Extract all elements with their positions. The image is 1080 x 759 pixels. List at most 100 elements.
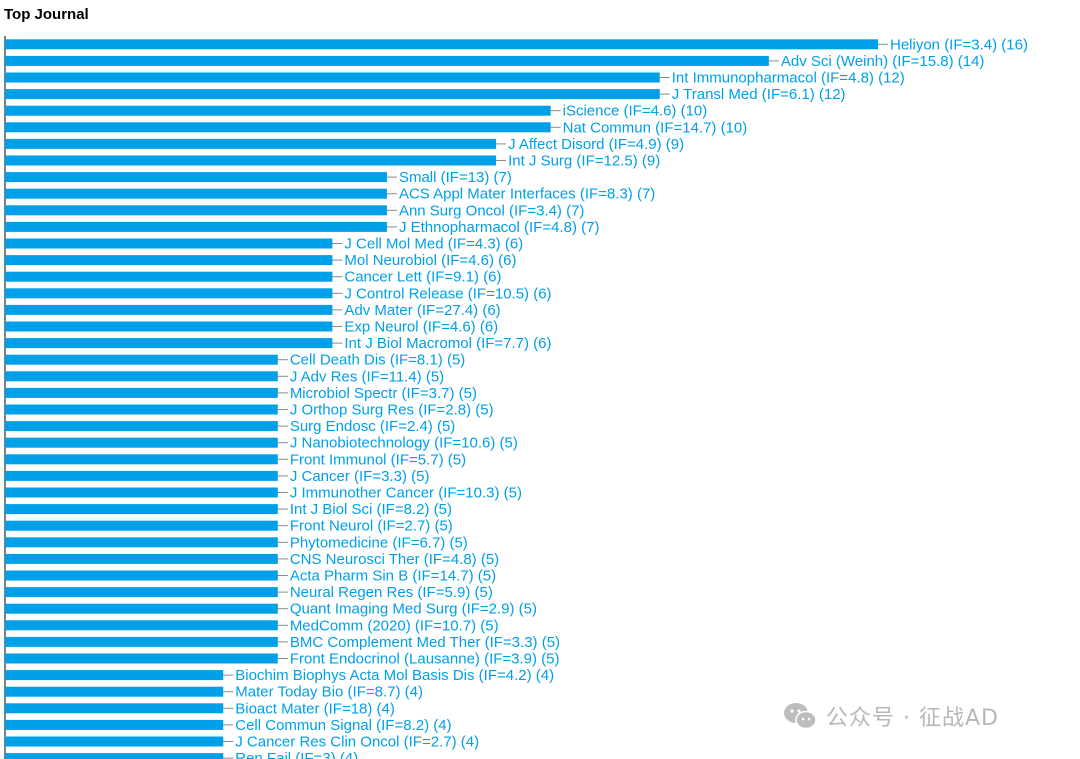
- bar-label: Int J Surg (IF=12.5) (9): [508, 153, 660, 170]
- bar-group: J Adv Res (IF=11.4) (5): [5, 368, 444, 385]
- bar: [5, 636, 278, 647]
- bar-label: iScience (IF=4.6) (10): [563, 103, 708, 120]
- bar-label: Quant Imaging Med Surg (IF=2.9) (5): [290, 601, 537, 618]
- bar-label: Adv Sci (Weinh) (IF=15.8) (14): [781, 53, 985, 70]
- bar-group: Acta Pharm Sin B (IF=14.7) (5): [5, 568, 496, 585]
- bar-group: Phytomedicine (IF=6.7) (5): [5, 534, 468, 551]
- bar-label: MedComm (2020) (IF=10.7) (5): [290, 617, 499, 634]
- bar: [5, 288, 333, 299]
- bar-group: J Transl Med (IF=6.1) (12): [5, 86, 846, 103]
- watermark: 公众号 · 征战AD: [782, 700, 999, 732]
- bar: [5, 603, 278, 614]
- bar-group: J Immunother Cancer (IF=10.3) (5): [5, 485, 522, 502]
- bar: [5, 338, 333, 349]
- bar-group: Adv Mater (IF=27.4) (6): [5, 302, 501, 319]
- bar-label: J Cancer Res Clin Oncol (IF=2.7) (4): [235, 734, 479, 751]
- bar: [5, 138, 497, 149]
- bar: [5, 172, 387, 183]
- bar: [5, 620, 278, 631]
- bar-label: CNS Neurosci Ther (IF=4.8) (5): [290, 551, 499, 568]
- bar: [5, 271, 333, 282]
- bar-label: Bioact Mater (IF=18) (4): [235, 700, 395, 717]
- bar-label: Front Immunol (IF=5.7) (5): [290, 451, 466, 468]
- bar: [5, 155, 497, 166]
- bar: [5, 205, 387, 216]
- bar: [5, 421, 278, 432]
- bar-label: Int Immunopharmacol (IF=4.8) (12): [672, 70, 905, 87]
- bar-group: Int J Biol Macromol (IF=7.7) (6): [5, 335, 552, 352]
- bar-group: iScience (IF=4.6) (10): [5, 103, 707, 120]
- bar-label: Acta Pharm Sin B (IF=14.7) (5): [290, 568, 496, 585]
- bar: [5, 504, 278, 515]
- bar-group: Neural Regen Res (IF=5.9) (5): [5, 584, 493, 601]
- bar: [5, 686, 224, 697]
- bar: [5, 454, 278, 465]
- bar-group: J Nanobiotechnology (IF=10.6) (5): [5, 435, 518, 452]
- bar-group: Heliyon (IF=3.4) (16): [5, 36, 1028, 53]
- bar-group: Biochim Biophys Acta Mol Basis Dis (IF=4…: [5, 667, 554, 684]
- bar-group: J Affect Disord (IF=4.9) (9): [5, 136, 684, 153]
- bar-label: J Ethnopharmacol (IF=4.8) (7): [399, 219, 600, 236]
- bar-group: Front Neurol (IF=2.7) (5): [5, 518, 453, 535]
- bar-label: Exp Neurol (IF=4.6) (6): [344, 319, 498, 336]
- bar-group: J Ethnopharmacol (IF=4.8) (7): [5, 219, 599, 236]
- bar-group: J Cancer Res Clin Oncol (IF=2.7) (4): [5, 734, 479, 751]
- bar-label: J Nanobiotechnology (IF=10.6) (5): [290, 435, 518, 452]
- bar: [5, 304, 333, 315]
- bar: [5, 587, 278, 598]
- bar-group: Cancer Lett (IF=9.1) (6): [5, 269, 502, 286]
- bar-group: Front Endocrinol (Lausanne) (IF=3.9) (5): [5, 651, 560, 668]
- bar: [5, 321, 333, 332]
- chart-title: Top Journal: [4, 6, 89, 23]
- bar: [5, 255, 333, 266]
- bar: [5, 437, 278, 448]
- bar-label: Cell Commun Signal (IF=8.2) (4): [235, 717, 451, 734]
- bar: [5, 753, 224, 759]
- bar: [5, 653, 278, 664]
- bar-label: J Control Release (IF=10.5) (6): [344, 285, 551, 302]
- bar-label: Front Endocrinol (Lausanne) (IF=3.9) (5): [290, 651, 560, 668]
- bar: [5, 553, 278, 564]
- bar-group: Cell Commun Signal (IF=8.2) (4): [5, 717, 452, 734]
- bar-label: Mater Today Bio (IF=8.7) (4): [235, 684, 423, 701]
- bar-group: MedComm (2020) (IF=10.7) (5): [5, 617, 499, 634]
- bar-label: Ann Surg Oncol (IF=3.4) (7): [399, 202, 585, 219]
- bar-group: J Control Release (IF=10.5) (6): [5, 285, 552, 302]
- bar-group: Bioact Mater (IF=18) (4): [5, 700, 395, 717]
- bar-group: Int J Biol Sci (IF=8.2) (5): [5, 501, 452, 518]
- bar-label: Biochim Biophys Acta Mol Basis Dis (IF=4…: [235, 667, 554, 684]
- bar-group: Microbiol Spectr (IF=3.7) (5): [5, 385, 477, 402]
- bar-group: Ren Fail (IF=3) (4): [5, 750, 358, 759]
- bar-label: J Affect Disord (IF=4.9) (9): [508, 136, 684, 153]
- bar: [5, 89, 660, 100]
- bar-group: J Cell Mol Med (IF=4.3) (6): [5, 236, 523, 253]
- bar: [5, 387, 278, 398]
- bar-group: Surg Endosc (IF=2.4) (5): [5, 418, 455, 435]
- bar-label: Heliyon (IF=3.4) (16): [890, 36, 1028, 53]
- bar-group: Int J Surg (IF=12.5) (9): [5, 153, 660, 170]
- bar-label: Ren Fail (IF=3) (4): [235, 750, 358, 759]
- bar-label: BMC Complement Med Ther (IF=3.3) (5): [290, 634, 560, 651]
- bar: [5, 371, 278, 382]
- bar-label: Phytomedicine (IF=6.7) (5): [290, 534, 468, 551]
- bar: [5, 221, 387, 232]
- bar-label: J Cancer (IF=3.3) (5): [290, 468, 430, 485]
- bar: [5, 122, 551, 133]
- bar-label: J Immunother Cancer (IF=10.3) (5): [290, 485, 522, 502]
- bar-group: Front Immunol (IF=5.7) (5): [5, 451, 466, 468]
- bar: [5, 736, 224, 747]
- bar: [5, 55, 769, 66]
- bar-label: Cancer Lett (IF=9.1) (6): [344, 269, 501, 286]
- bar-label: Mol Neurobiol (IF=4.6) (6): [344, 252, 516, 269]
- bar-group: Nat Commun (IF=14.7) (10): [5, 119, 747, 136]
- bar: [5, 39, 878, 50]
- bar: [5, 520, 278, 531]
- bar-label: Adv Mater (IF=27.4) (6): [344, 302, 500, 319]
- bar-label: Int J Biol Sci (IF=8.2) (5): [290, 501, 452, 518]
- bar: [5, 105, 551, 116]
- bar: [5, 354, 278, 365]
- bar: [5, 703, 224, 714]
- bar-label: Nat Commun (IF=14.7) (10): [563, 119, 748, 136]
